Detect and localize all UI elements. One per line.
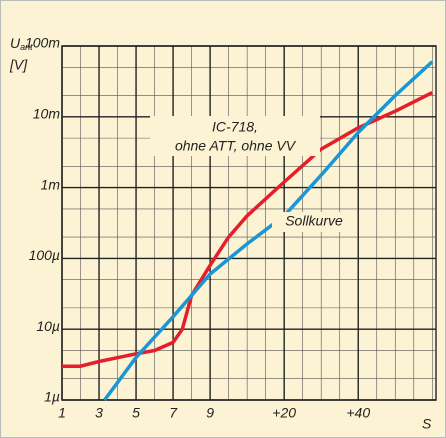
x-tick-label: 9 (206, 405, 214, 421)
legend-label: ohne ATT, ohne VV (175, 138, 297, 154)
y-axis-label-main: U (10, 35, 21, 51)
y-axis-label: Uant (10, 35, 33, 53)
legend-box (272, 212, 356, 232)
y-axis-unit: [V] (9, 57, 28, 73)
x-axis-label: S (422, 416, 432, 432)
x-tick-label: 3 (95, 405, 103, 421)
y-tick-label: 10m (33, 106, 61, 122)
x-tick-label: 7 (169, 405, 178, 421)
grid (61, 45, 437, 401)
marks (62, 60, 434, 402)
y-tick-label: 1µ (44, 389, 60, 405)
legend-label: IC-718, (212, 119, 258, 135)
y-tick-label: 10µ (36, 318, 60, 334)
plot-area (61, 45, 437, 401)
x-tick-label: 5 (132, 405, 140, 421)
y-tick-label: 100m (25, 35, 60, 51)
legend-label: Sollkurve (285, 213, 343, 229)
y-tick-label: 1m (41, 176, 61, 192)
series-line (62, 91, 434, 368)
labels: 100m 10m 1m 100µ 10µ 1µ1 3 5 7 9 +20 +40 Uant [V] S IC-… (9, 35, 432, 432)
x-tick-label: +40 (346, 405, 370, 421)
series-line (103, 60, 434, 402)
y-tick-label: 100µ (29, 247, 60, 263)
legend-box (150, 116, 320, 156)
y-axis-label-sub: ant (20, 42, 33, 52)
x-tick-label: 1 (58, 405, 66, 421)
x-tick-label: +20 (272, 405, 296, 421)
